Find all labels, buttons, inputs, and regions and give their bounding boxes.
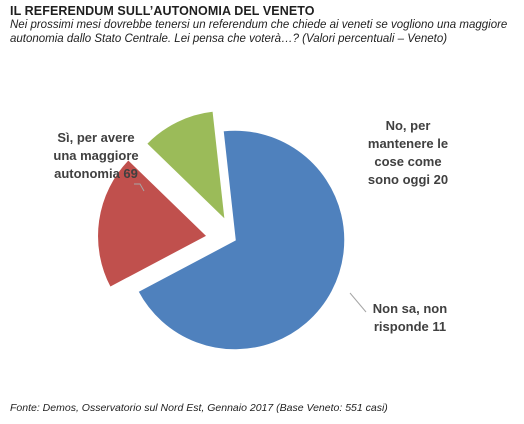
leader-line-1 <box>134 183 145 192</box>
chart-title: IL REFERENDUM SULL’AUTONOMIA DEL VENETO <box>10 4 315 18</box>
pie-slice-1 <box>136 129 346 351</box>
slice-label-2: No, per mantenere le cose come sono oggi 20 <box>368 118 448 187</box>
chart-subtitle: Nei prossimi mesi dovrebbe tenersi un re… <box>10 19 508 45</box>
pie-slice-3 <box>145 110 227 223</box>
slice-label-3: Non sa, non risponde 11 <box>373 301 447 334</box>
pie-slice-2 <box>96 158 209 289</box>
leader-lines <box>134 183 367 313</box>
pie-slices <box>96 110 346 351</box>
slice-labels: Sì, per avere una maggiore autonomia 69 No,… <box>53 118 448 334</box>
source-note: Fonte: Demos, Osservatorio sul Nord Est,… <box>10 402 388 414</box>
slice-label-1: Sì, per avere una maggiore autonomia 69 <box>53 130 138 181</box>
leader-line-3 <box>349 292 367 313</box>
